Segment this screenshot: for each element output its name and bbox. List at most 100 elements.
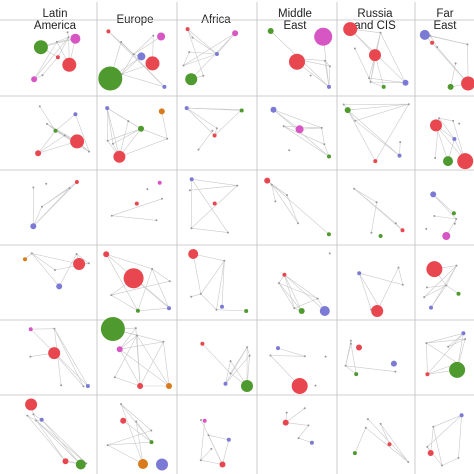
network-node-green xyxy=(149,440,154,445)
network-edge xyxy=(105,254,139,311)
network-panel xyxy=(352,418,410,463)
network-node-green xyxy=(327,154,331,159)
network-edge xyxy=(432,194,457,220)
network-edge xyxy=(120,403,144,465)
network-edge xyxy=(119,138,168,158)
network-node-minor xyxy=(323,143,326,146)
network-edge xyxy=(133,35,154,55)
network-panel xyxy=(188,249,249,313)
network-node-minor xyxy=(29,355,32,358)
network-edge xyxy=(191,185,238,229)
network-node-red xyxy=(369,49,381,62)
network-node-minor xyxy=(445,284,448,287)
network-edge xyxy=(106,108,120,157)
network-node-green xyxy=(135,308,140,313)
network-node-minor xyxy=(309,74,312,77)
network-edge xyxy=(427,446,443,466)
network-edge xyxy=(58,253,77,287)
network-panel xyxy=(277,252,331,316)
network-node-minor xyxy=(320,126,323,129)
network-node-red xyxy=(106,29,111,34)
network-node-minor xyxy=(202,74,205,77)
network-node-minor xyxy=(88,150,91,153)
network-edge xyxy=(345,365,396,372)
network-node-minor xyxy=(455,264,458,267)
network-node-minor xyxy=(288,149,291,152)
network-edge xyxy=(163,341,170,387)
network-node-minor xyxy=(106,139,109,142)
network-edge xyxy=(345,343,352,366)
network-edge xyxy=(107,441,152,446)
network-edge xyxy=(151,268,170,282)
network-edge xyxy=(355,120,400,156)
network-edge xyxy=(271,184,288,196)
network-panel xyxy=(344,339,397,377)
network-panel xyxy=(423,261,461,310)
network-node-red xyxy=(425,372,430,377)
network-node-minor xyxy=(316,297,319,300)
network-edge xyxy=(343,104,356,121)
network-node-minor xyxy=(344,364,347,367)
network-node-minor xyxy=(190,227,193,230)
network-edge xyxy=(186,107,242,110)
network-edge xyxy=(458,415,462,458)
network-node-minor xyxy=(285,411,288,414)
network-edge xyxy=(119,349,141,387)
network-node-minor xyxy=(60,384,63,387)
network-node-red xyxy=(219,461,226,468)
network-node-red xyxy=(400,228,405,233)
network-node-minor xyxy=(26,414,29,417)
network-edge xyxy=(367,418,409,463)
network-node-red xyxy=(387,442,392,447)
network-node-minor xyxy=(466,43,469,46)
network-node-red xyxy=(62,57,77,72)
network-node-minor xyxy=(190,295,193,298)
network-edge xyxy=(230,347,248,374)
network-node-red xyxy=(461,76,474,91)
network-node-red xyxy=(35,150,42,157)
network-node-blue xyxy=(357,271,362,276)
network-node-minor xyxy=(369,81,372,83)
network-node-blue xyxy=(327,84,331,89)
network-edge xyxy=(55,113,76,132)
network-node-minor xyxy=(55,40,58,43)
network-panel xyxy=(426,413,464,467)
network-edge xyxy=(370,81,406,84)
network-edge xyxy=(39,106,56,131)
network-node-minor xyxy=(368,77,371,80)
network-panel xyxy=(342,103,410,164)
network-node-minor xyxy=(458,122,461,125)
network-node-minor xyxy=(82,385,85,388)
network-node-orange xyxy=(23,257,27,262)
network-node-minor xyxy=(379,31,382,34)
network-node-minor xyxy=(364,426,367,429)
network-edge xyxy=(426,285,447,288)
network-edge xyxy=(191,179,238,186)
network-node-blue xyxy=(214,52,219,56)
network-edge xyxy=(429,35,438,48)
network-edge xyxy=(120,41,134,55)
network-node-blue xyxy=(319,306,330,316)
network-node-green xyxy=(326,232,331,237)
network-node-blue xyxy=(461,331,466,336)
network-node-minor xyxy=(120,403,122,406)
network-node-minor xyxy=(30,252,33,255)
network-node-minor xyxy=(53,327,56,330)
network-edge xyxy=(221,260,225,307)
network-node-red xyxy=(113,150,126,163)
network-node-minor xyxy=(210,447,213,450)
network-node-minor xyxy=(441,464,443,467)
network-node-minor xyxy=(432,425,435,428)
network-edge xyxy=(121,73,165,88)
network-edge xyxy=(376,267,399,312)
network-edge xyxy=(432,194,455,214)
network-node-minor xyxy=(75,253,78,255)
network-edge xyxy=(31,253,80,265)
network-node-minor xyxy=(199,459,202,462)
network-node-magenta xyxy=(442,232,451,240)
network-edge xyxy=(430,426,434,454)
network-node-magenta xyxy=(28,327,33,332)
network-edge xyxy=(273,109,322,129)
network-edge xyxy=(286,194,299,224)
network-node-green xyxy=(100,317,125,341)
